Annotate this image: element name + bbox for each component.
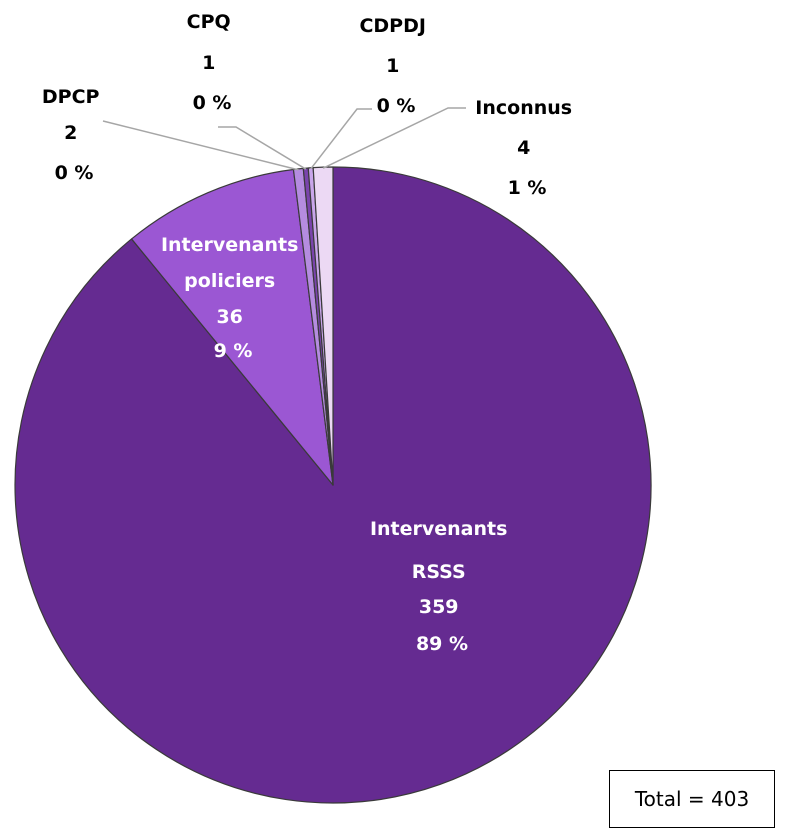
pie-slice-policiers: [130, 168, 334, 486]
label-cpq-percent: 0 %: [193, 92, 232, 114]
leader-line-dpcp: [102, 120, 299, 171]
label-dpcp-line-1: DPCP: [42, 86, 100, 108]
pie-slice-inconnus: [312, 166, 334, 486]
label-cpq: CPQ 1 0 %: [187, 11, 238, 114]
label-rsss-value: 359: [419, 596, 459, 618]
leader-line-cpq: [218, 126, 307, 170]
label-policiers-value: 36: [216, 306, 242, 328]
label-cpq-value: 1: [202, 52, 215, 74]
pie-slices: [14, 166, 652, 804]
label-dpcp-percent: 0 %: [55, 162, 94, 184]
label-inconnus: Inconnus 4 1 %: [475, 97, 578, 199]
label-cdpdj-value: 1: [386, 55, 399, 77]
label-rsss-line-2: RSSS: [412, 561, 466, 583]
leader-lines: [102, 107, 466, 171]
label-inconnus-line-1: Inconnus: [475, 97, 572, 119]
label-rsss-line-1: Intervenants: [370, 518, 507, 540]
total-box: Total = 403: [609, 770, 775, 828]
pie-slice-rsss: [14, 166, 652, 804]
label-dpcp-value: 2: [64, 122, 77, 144]
label-rsss: Intervenants RSSS 359 89 %: [370, 518, 514, 655]
label-policiers: Intervenants policiers 36 9 %: [161, 234, 305, 362]
label-policiers-percent: 9 %: [214, 340, 253, 362]
label-rsss-percent: 89 %: [416, 633, 468, 655]
total-label: Total = 403: [634, 787, 750, 811]
label-cdpdj: CDPDJ 1 0 %: [359, 15, 432, 117]
label-inconnus-percent: 1 %: [508, 177, 547, 199]
leader-line-inconnus: [322, 107, 466, 169]
label-cdpdj-line-1: CDPDJ: [359, 15, 425, 37]
leader-line-cdpdj: [310, 108, 372, 170]
label-inconnus-value: 4: [517, 137, 530, 159]
label-dpcp: DPCP 2 0 %: [42, 86, 106, 184]
label-cpq-line-1: CPQ: [187, 11, 231, 33]
label-policiers-line-1: Intervenants: [161, 234, 298, 256]
label-cdpdj-percent: 0 %: [377, 95, 416, 117]
label-policiers-line-2: policiers: [184, 270, 275, 292]
